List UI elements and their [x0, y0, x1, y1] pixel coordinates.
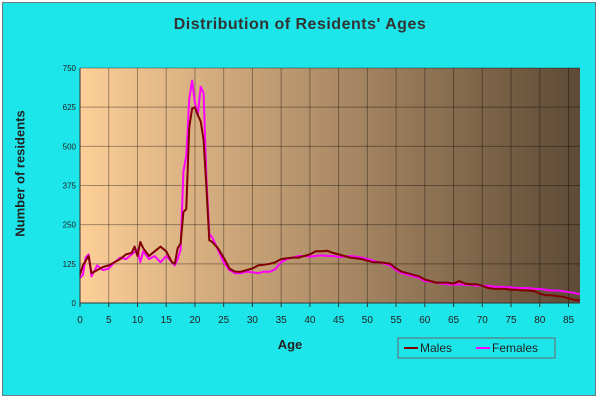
y-tick-label: 500	[63, 142, 77, 151]
y-tick-label: 250	[63, 221, 77, 230]
x-tick-label: 15	[161, 315, 173, 326]
x-tick-label: 10	[132, 315, 144, 326]
x-tick-label: 50	[362, 315, 374, 326]
legend-label-females: Females	[492, 341, 538, 355]
x-tick-label: 40	[304, 315, 316, 326]
axes: 0 125 250 375 500 625 750 0 5 10 15 20 25 30 35 40 45 50 5…	[63, 64, 580, 326]
x-tick-label: 0	[77, 315, 83, 326]
plot-area	[80, 68, 580, 303]
x-tick-label: 85	[563, 315, 575, 326]
x-tick-label: 60	[419, 315, 431, 326]
y-tick-label: 625	[63, 103, 77, 112]
y-tick-label: 375	[63, 182, 77, 191]
legend: Males Females	[397, 337, 556, 359]
chart-title: Distribution of Residents' Ages	[173, 16, 427, 33]
x-tick-label: 45	[333, 315, 345, 326]
x-tick-label: 80	[534, 315, 546, 326]
x-tick-label: 5	[106, 315, 112, 326]
x-tick-label: 75	[505, 315, 517, 326]
x-tick-label: 20	[189, 315, 201, 326]
series-line-males	[79, 106, 581, 302]
x-axis-label: Age	[277, 337, 303, 352]
x-tick-label: 55	[391, 315, 403, 326]
y-tick-label: 750	[63, 64, 77, 73]
y-tick-label: 125	[63, 260, 77, 269]
x-tick-label: 70	[477, 315, 489, 326]
x-tick-label: 65	[448, 315, 460, 326]
legend-label-males: Males	[420, 341, 452, 355]
x-tick-label: 35	[276, 315, 288, 326]
x-tick-label: 25	[218, 315, 230, 326]
series-lines	[79, 79, 581, 302]
x-tick-label: 30	[247, 315, 259, 326]
y-tick-label: 0	[72, 299, 77, 308]
gridlines	[80, 67, 580, 303]
